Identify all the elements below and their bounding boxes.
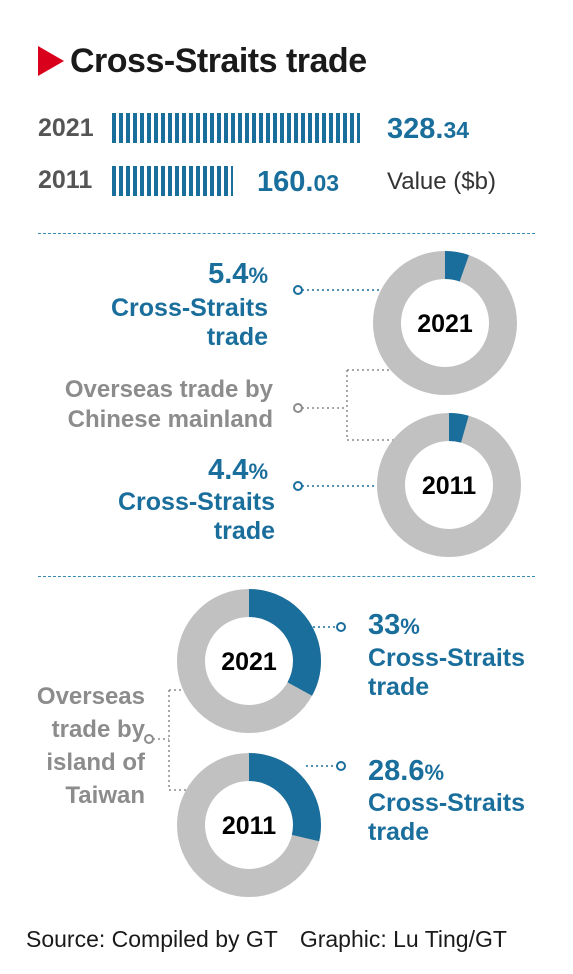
bar-value-2011: 160.03 [257,166,339,199]
bar-value-2021-decimal: 34 [443,117,470,143]
donut-slice-2021 [177,589,321,733]
title-text: Cross-Straits trade [70,42,367,80]
bar-value-2011-decimal: 03 [313,170,340,196]
bar-category-2011: 2011 [38,166,93,194]
donut-slice-2021 [373,251,517,395]
taiwan-2021-label: Cross-Straits trade [368,644,525,701]
mainland-2021-percent: 5.4% [208,258,268,290]
bar-unit-label: Value ($b) [387,168,496,195]
divider [38,233,535,234]
bar-value-2011-main: 160. [257,166,314,198]
bar-2011 [112,166,233,196]
taiwan-2011-label: Cross-Straits trade [368,789,525,846]
bar-category-2021: 2021 [38,114,94,142]
connector-dot [293,285,303,295]
taiwan-group-label: Overseas trade by island of Taiwan [36,683,145,809]
taiwan-2021-percent-value: 33 [368,609,401,641]
donut-slice-2011 [177,753,321,897]
taiwan-2011-percent-value: 28.6 [368,755,425,787]
footer-graphic: Graphic: Lu Ting/GT [299,926,507,952]
bar-value-2021-main: 328. [387,113,444,145]
connector-dot [293,481,303,491]
donut-group: 2021 2011 2021 2011 [177,251,521,897]
donut-slice-2011 [377,413,521,557]
mainland-2011-label: Cross-Straits trade [118,488,275,545]
connector-dot [293,403,303,413]
mainland-2021-label: Cross-Straits trade [111,294,268,351]
bar-2021 [112,113,360,143]
taiwan-2011-percent: 28.6% [368,755,445,787]
connector-dot [336,622,346,632]
triangle-marker-icon [38,46,64,76]
mainland-2021-percent-value: 5.4 [208,258,249,290]
donut-year-label: 2021 [221,648,277,676]
footer-source: Source: Compiled by GT [26,926,278,952]
connector-dot [336,761,346,771]
mainland-group-label: Overseas trade by Chinese mainland [64,376,273,433]
taiwan-2021-percent: 33% [368,609,420,641]
mainland-2011-percent-value: 4.4 [208,454,249,486]
divider [38,576,535,577]
footer: Source: Compiled by GT Graphic: Lu Ting/G… [26,926,507,953]
bar-value-2021: 328.34 [387,113,469,146]
donut-year-label: 2011 [222,812,276,840]
page-title: Cross-Straits trade [38,42,367,81]
mainland-2011-percent: 4.4% [208,454,268,486]
donut-year-label: 2011 [422,472,476,500]
donut-year-label: 2021 [417,310,473,338]
connector-dot [144,734,154,744]
